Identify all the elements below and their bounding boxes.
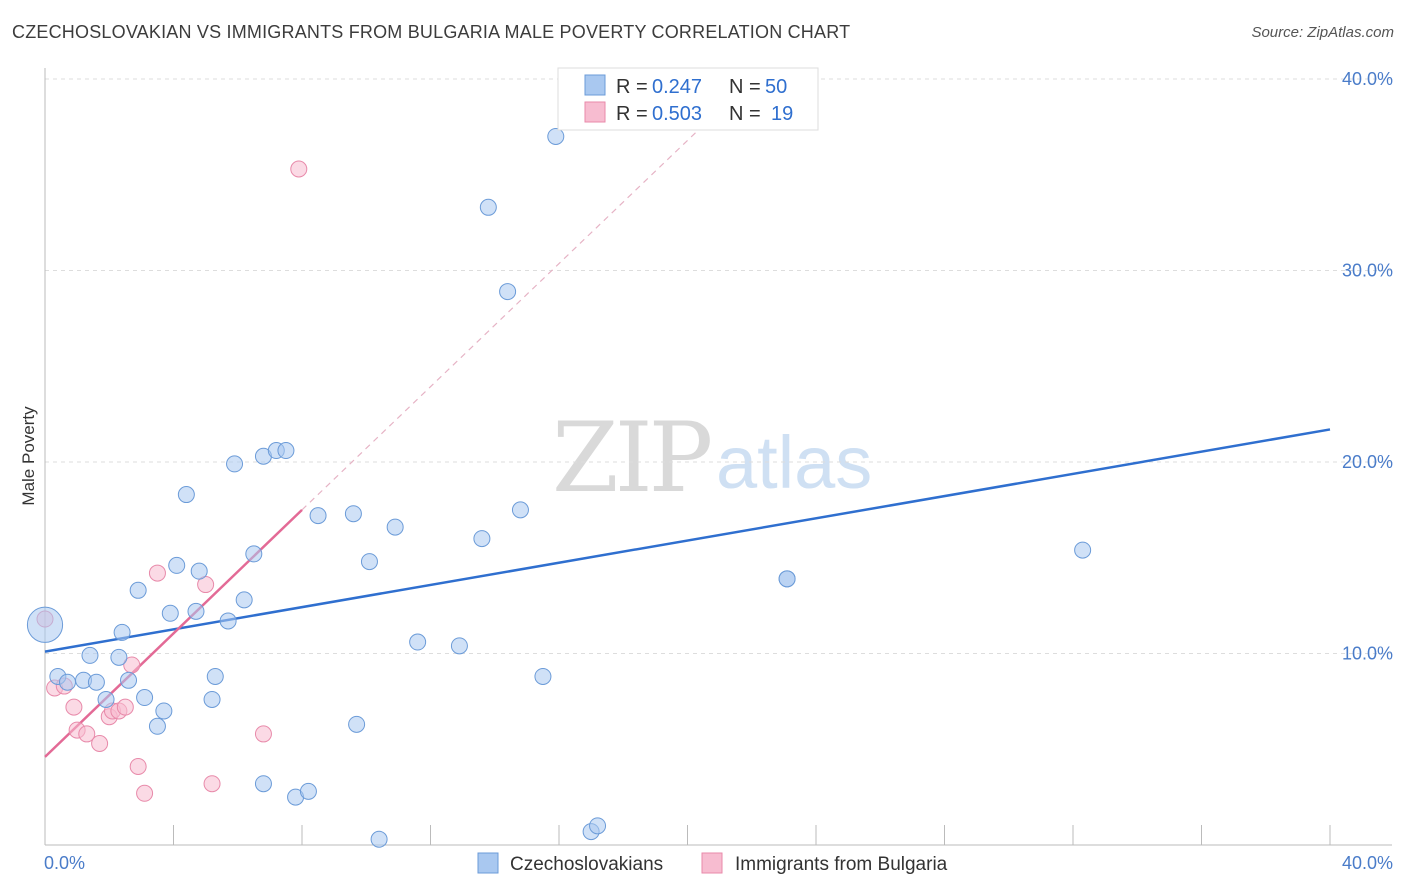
czech-point-31: [309, 507, 327, 525]
bulgaria-point-13: [136, 784, 154, 802]
czech-point-6: [110, 648, 128, 666]
legend-n-value-2: 19: [771, 103, 793, 125]
czech-point-10: [136, 689, 154, 707]
trend-line-czech: [44, 428, 1331, 653]
series-legend: Czechoslovakians Immigrants from Bulgari…: [477, 852, 948, 875]
czech-point-39: [473, 530, 491, 548]
czech-point-8: [120, 671, 138, 689]
trend-line-bulgaria: [44, 508, 303, 758]
czech-point-0: [26, 606, 64, 643]
czech-point-28: [254, 775, 272, 793]
axes: [44, 68, 1392, 846]
czech-point-27: [277, 442, 295, 460]
series-bulgaria-points: [36, 160, 308, 802]
czech-point-19: [203, 690, 221, 708]
y-tick-label-40: 40.0%: [1342, 69, 1393, 89]
x-tick-label-min: 0.0%: [44, 853, 85, 873]
czech-point-32: [348, 715, 366, 733]
czech-point-35: [370, 830, 388, 848]
y-tick-label-10: 10.0%: [1342, 644, 1393, 664]
czech-point-11: [129, 581, 147, 599]
czech-point-5: [81, 646, 99, 664]
czech-point-36: [386, 518, 404, 536]
czech-point-4: [87, 673, 105, 691]
bulgaria-point-10: [116, 698, 134, 716]
czech-point-15: [168, 556, 186, 574]
bulgaria-point-3: [65, 698, 83, 716]
czech-point-16: [177, 486, 195, 504]
legend-r-value-2: 0.503: [652, 103, 702, 125]
x-tick-label-max: 40.0%: [1342, 853, 1393, 873]
czech-point-7: [113, 623, 131, 641]
czech-point-48: [1074, 541, 1092, 559]
y-tick-label-20: 20.0%: [1342, 452, 1393, 472]
legend-swatch-blue: [584, 74, 606, 96]
correlation-legend: R = 0.247 N = 50 R = 0.503 N = 19: [557, 67, 819, 131]
czech-point-13: [155, 702, 173, 720]
czech-point-40: [479, 198, 497, 216]
bottom-legend-swatch-blue: [477, 852, 499, 874]
bulgaria-point-5: [78, 725, 96, 743]
czech-point-18: [190, 562, 208, 580]
source-label: Source: ZipAtlas.com: [1251, 24, 1394, 41]
legend-r-value-1: 0.247: [652, 76, 702, 98]
gridlines: [45, 78, 1392, 654]
y-axis-label: Male Poverty: [19, 406, 38, 506]
trend-line-bulgaria-extension: [301, 109, 721, 511]
czech-point-49: [778, 570, 796, 588]
czech-point-9: [97, 690, 115, 708]
legend-r-label-2: R =: [616, 103, 648, 125]
legend-swatch-pink: [584, 101, 606, 123]
bulgaria-point-17: [254, 725, 272, 743]
x-tick-labels: 0.0% 40.0%: [44, 853, 1393, 873]
czech-point-34: [360, 553, 378, 571]
czech-point-41: [499, 283, 517, 301]
czech-point-42: [511, 501, 529, 519]
czech-point-38: [450, 637, 468, 655]
bulgaria-point-18: [290, 160, 308, 178]
czech-point-21: [219, 612, 237, 630]
czech-point-37: [409, 633, 427, 651]
y-tick-labels: 10.0% 20.0% 30.0% 40.0%: [1342, 69, 1393, 664]
czech-point-22: [226, 455, 244, 473]
legend-n-value-1: 50: [765, 76, 787, 98]
bulgaria-point-16: [203, 775, 221, 793]
legend-n-label-2: N =: [729, 103, 761, 125]
czech-point-23: [235, 591, 253, 609]
legend-r-label-1: R =: [616, 76, 648, 98]
czech-point-33: [344, 505, 362, 523]
czech-point-43: [534, 667, 552, 685]
bulgaria-point-6: [91, 735, 109, 753]
czech-point-14: [161, 604, 179, 622]
czech-point-30: [299, 782, 317, 800]
czech-point-2: [58, 673, 76, 691]
czech-point-20: [206, 667, 224, 685]
watermark-zip: ZIP: [552, 402, 711, 514]
y-tick-label-30: 30.0%: [1342, 261, 1393, 281]
czech-point-46: [589, 817, 607, 835]
series-czech-points: [26, 127, 1092, 848]
czech-point-12: [148, 717, 166, 735]
czech-point-17: [187, 602, 205, 620]
bottom-legend-swatch-pink: [701, 852, 723, 874]
bottom-legend-label-1: Czechoslovakians: [510, 854, 663, 875]
bottom-legend-label-2: Immigrants from Bulgaria: [735, 854, 948, 875]
czech-point-44: [547, 127, 565, 145]
legend-n-label-1: N =: [729, 76, 761, 98]
bulgaria-point-12: [129, 757, 147, 775]
bulgaria-point-14: [148, 564, 166, 582]
czech-point-24: [245, 545, 263, 563]
chart-title: CZECHOSLOVAKIAN VS IMMIGRANTS FROM BULGA…: [12, 22, 851, 42]
